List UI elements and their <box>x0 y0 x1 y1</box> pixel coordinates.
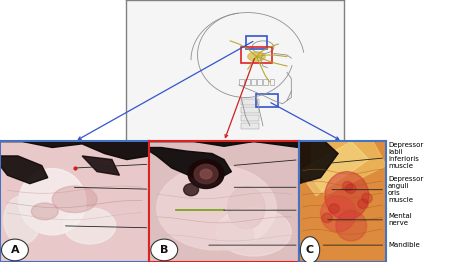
Bar <box>246 36 267 49</box>
Polygon shape <box>82 156 119 175</box>
Bar <box>251 79 256 85</box>
Polygon shape <box>0 141 149 160</box>
Text: Brainstem: Brainstem <box>209 242 337 248</box>
Text: Trigeminal
cave: Trigeminal cave <box>77 157 189 170</box>
Ellipse shape <box>342 181 353 191</box>
Text: Mental
nerve: Mental nerve <box>328 213 412 226</box>
Circle shape <box>151 239 178 261</box>
Circle shape <box>194 164 218 184</box>
Ellipse shape <box>4 196 41 244</box>
Ellipse shape <box>362 193 372 203</box>
Bar <box>239 79 244 85</box>
Text: Depressor
anguli
oris
muscle: Depressor anguli oris muscle <box>332 176 423 203</box>
Polygon shape <box>299 141 338 184</box>
Text: Brainstem: Brainstem <box>65 225 188 231</box>
Text: B: B <box>160 245 168 255</box>
Ellipse shape <box>336 211 366 241</box>
Circle shape <box>183 184 199 196</box>
Polygon shape <box>0 156 48 184</box>
Circle shape <box>301 237 319 262</box>
Ellipse shape <box>325 172 369 220</box>
Bar <box>241 47 272 63</box>
Text: Internal
carotid
artery: Internal carotid artery <box>234 148 328 168</box>
Ellipse shape <box>346 184 356 193</box>
Text: Trigeminal
nerve: Trigeminal nerve <box>74 183 189 196</box>
Ellipse shape <box>228 187 265 229</box>
Bar <box>256 94 278 107</box>
Ellipse shape <box>217 208 291 256</box>
Ellipse shape <box>64 208 116 244</box>
Ellipse shape <box>322 213 332 223</box>
Bar <box>241 107 259 113</box>
Ellipse shape <box>209 220 254 250</box>
Circle shape <box>1 239 28 261</box>
Bar <box>241 123 259 129</box>
Bar <box>264 79 268 85</box>
Text: Depressor
labii
inferioris
muscle: Depressor labii inferioris muscle <box>332 143 423 170</box>
Ellipse shape <box>31 203 58 220</box>
Bar <box>270 79 274 85</box>
Polygon shape <box>149 141 299 148</box>
Text: Trigeminal
ganglion: Trigeminal ganglion <box>224 204 338 217</box>
Bar <box>257 79 262 85</box>
Bar <box>241 115 259 121</box>
Polygon shape <box>312 141 386 196</box>
Polygon shape <box>149 148 231 180</box>
Text: Mandible: Mandible <box>323 242 420 248</box>
Ellipse shape <box>52 186 97 212</box>
Circle shape <box>188 160 224 188</box>
Ellipse shape <box>320 196 356 232</box>
Text: Abducens
nerve: Abducens nerve <box>234 181 336 194</box>
Text: C: C <box>306 245 314 255</box>
Ellipse shape <box>329 204 339 214</box>
Bar <box>241 99 259 105</box>
Text: A: A <box>10 245 19 255</box>
Ellipse shape <box>248 52 265 61</box>
Ellipse shape <box>157 166 276 250</box>
Ellipse shape <box>358 199 368 209</box>
Circle shape <box>200 169 212 179</box>
Bar <box>245 79 250 85</box>
Polygon shape <box>299 141 369 196</box>
Ellipse shape <box>18 169 86 235</box>
